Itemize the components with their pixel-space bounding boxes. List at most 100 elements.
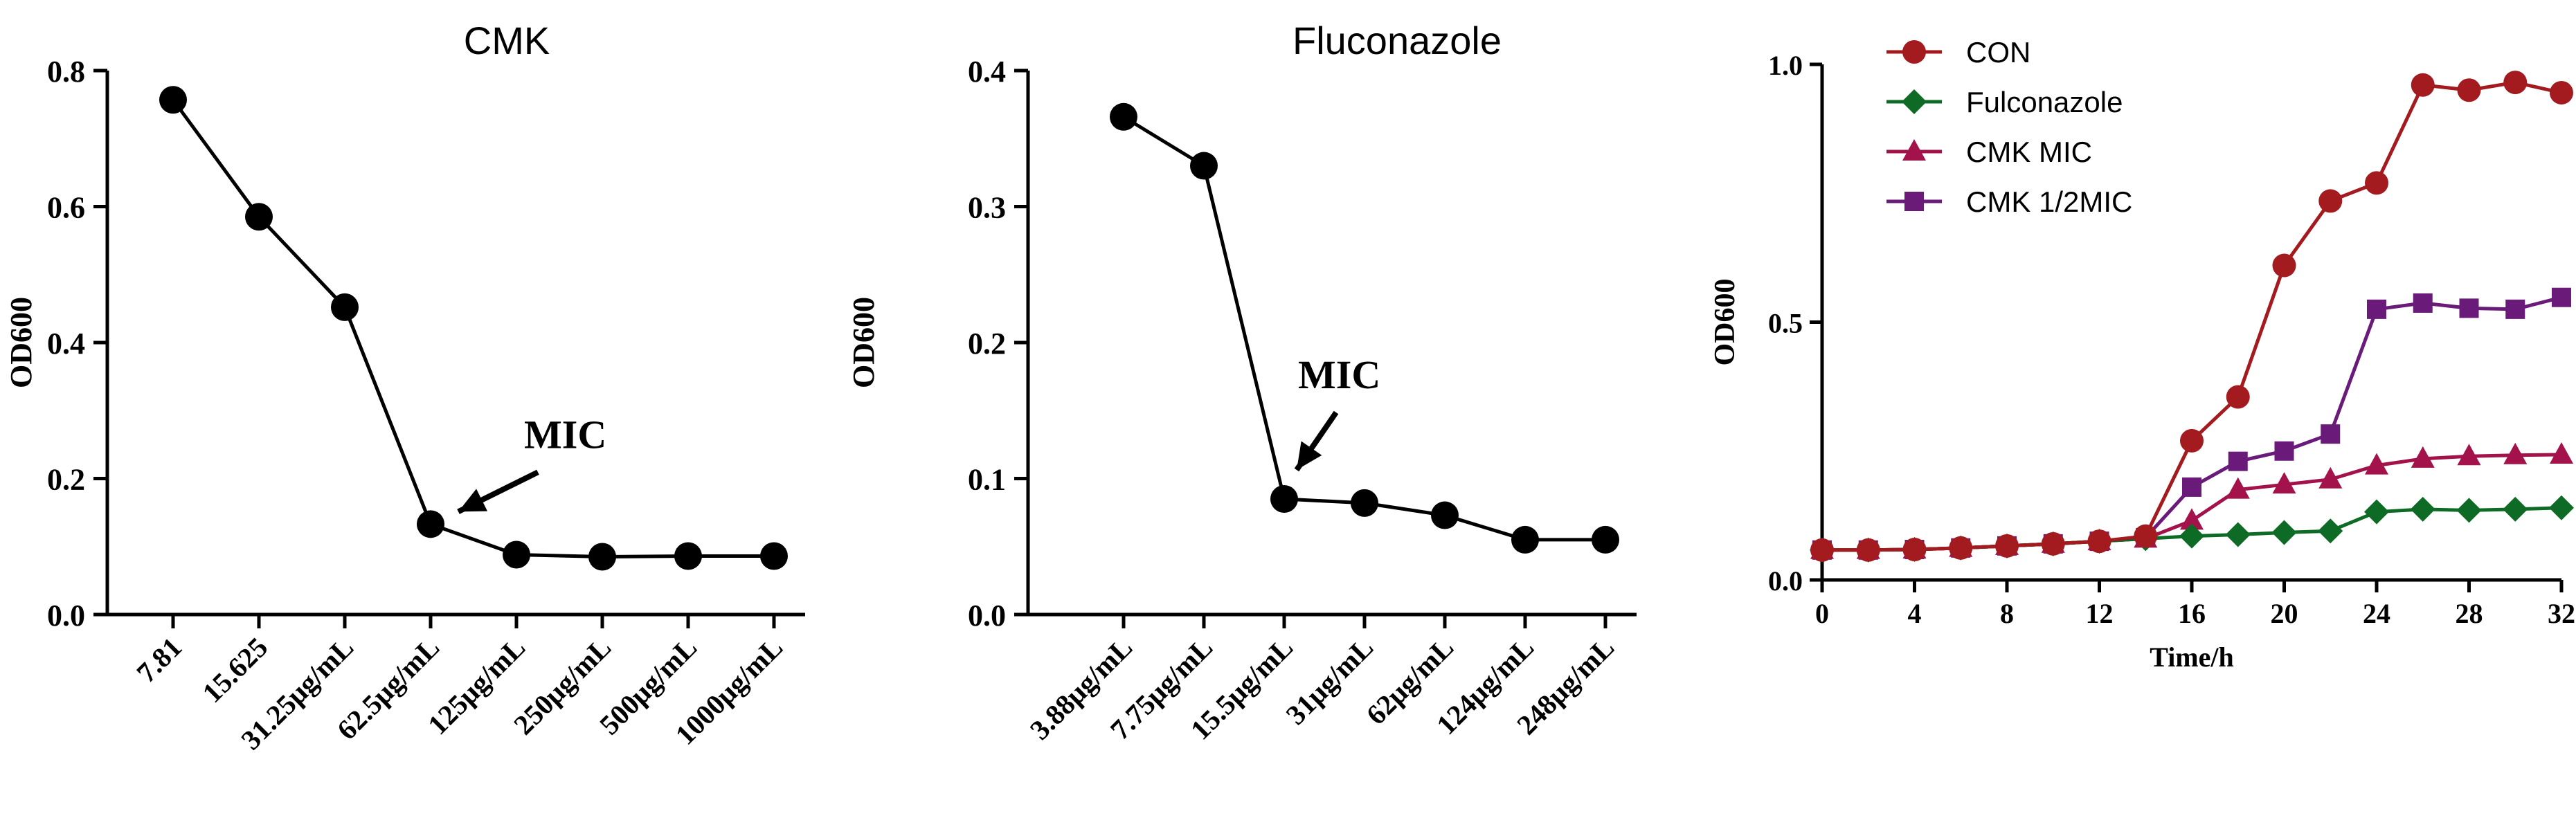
data-point [760, 542, 788, 570]
data-point [2180, 428, 2204, 453]
data-point [2550, 442, 2573, 464]
y-tick-label: 0.0 [47, 599, 85, 633]
data-point [2041, 531, 2065, 556]
legend-marker [1902, 89, 1927, 114]
data-point [2365, 171, 2388, 195]
x-tick-label: 28 [2456, 598, 2483, 629]
legend-label: CMK 1/2MIC [1966, 185, 2132, 218]
data-point [2179, 523, 2204, 549]
data-point [2411, 73, 2435, 97]
growth-curve-chart-panel: 0.0 0.5 1.0 OD600 0 4 8 12 16 20 24 28 32 Time/h CON Fu… [1709, 36, 2575, 673]
x-tick-label: 31μg/mL [1279, 631, 1379, 731]
data-point [2365, 453, 2388, 475]
data-point [2503, 442, 2528, 464]
y-tick-label: 0.0 [1768, 565, 1803, 597]
data-point [2367, 299, 2386, 319]
fluconazole-chart-panel: Fluconazole0.00.10.20.30.4OD6003.88μg/mL… [847, 19, 1637, 746]
y-tick-label: 0.6 [47, 191, 85, 225]
data-point [503, 540, 530, 569]
y-tick-label: 0.1 [968, 463, 1006, 497]
data-point [2550, 80, 2573, 104]
data-point [245, 203, 273, 231]
data-point [2503, 71, 2528, 95]
data-point [2457, 78, 2481, 102]
data-point [1592, 525, 1619, 554]
data-point [2274, 441, 2294, 461]
legend-label: Fulconazole [1966, 86, 2123, 118]
chart-title: CMK [464, 19, 550, 62]
y-axis-label: OD600 [847, 297, 881, 388]
data-point [2182, 477, 2201, 497]
data-point [2318, 518, 2343, 544]
data-point [1856, 538, 1880, 562]
data-point [1270, 484, 1298, 513]
x-axis-label: Time/h [2150, 642, 2234, 673]
data-point [1431, 501, 1459, 529]
legend-label: CMK MIC [1966, 136, 2092, 168]
x-tick-label: 4 [1908, 598, 1922, 629]
data-point [588, 543, 616, 571]
y-tick-label: 1.0 [1768, 50, 1803, 81]
data-point [2459, 298, 2479, 318]
data-point [2228, 451, 2248, 471]
y-tick-label: 0.5 [1768, 308, 1803, 339]
y-tick-label: 0.2 [47, 463, 85, 497]
mic-arrow-head [1297, 441, 1322, 470]
x-tick-label: 8 [2000, 598, 2014, 629]
data-point [2410, 496, 2435, 522]
data-point [1351, 489, 1378, 517]
x-tick-label: 7.81 [130, 631, 188, 689]
data-point [1995, 534, 2019, 558]
legend-marker [1902, 40, 1926, 64]
data-point [1190, 152, 1218, 180]
data-point [1110, 102, 1137, 131]
series-line [1122, 115, 1605, 542]
data-point [2457, 444, 2481, 466]
data-point [2134, 524, 2158, 548]
y-axis-label: OD600 [4, 297, 38, 388]
data-point [674, 542, 702, 570]
data-point [2549, 495, 2574, 520]
data-point [1810, 538, 1834, 562]
data-point [2087, 529, 2111, 554]
legend-marker [1904, 192, 1924, 211]
data-point [2411, 446, 2435, 468]
x-tick-label: 16 [2178, 598, 2206, 629]
data-point [1902, 538, 1927, 562]
data-point [2318, 189, 2343, 213]
data-point [2503, 496, 2528, 522]
x-tick-label: 12 [2086, 598, 2114, 629]
data-point [2271, 520, 2297, 545]
data-point [417, 510, 444, 538]
data-point [2456, 498, 2482, 523]
data-point [2413, 293, 2433, 313]
x-tick-label: 0 [1815, 598, 1829, 629]
y-tick-label: 0.4 [47, 327, 85, 361]
mic-annotation-label: MIC [524, 412, 606, 457]
y-tick-label: 0.0 [968, 599, 1006, 633]
y-axis-label: OD600 [1709, 279, 1741, 366]
legend-marker [1902, 139, 1926, 161]
data-point [2272, 253, 2296, 278]
chart-title: Fluconazole [1292, 19, 1502, 62]
y-tick-label: 0.3 [968, 191, 1006, 225]
data-point [2225, 522, 2251, 547]
data-point [159, 86, 187, 114]
x-tick-label: 24 [2363, 598, 2390, 629]
data-point [2180, 508, 2204, 530]
legend-label: CON [1966, 36, 2030, 69]
y-tick-label: 0.4 [968, 55, 1006, 89]
data-point [331, 293, 359, 321]
data-point [1949, 536, 1973, 560]
data-point [2226, 477, 2250, 499]
data-point [2321, 424, 2341, 444]
data-point [2505, 299, 2525, 319]
mic-arrow-head [458, 489, 488, 512]
x-tick-label: 15.625 [196, 631, 273, 709]
mic-annotation-label: MIC [1298, 352, 1380, 397]
data-point [2226, 385, 2250, 409]
y-tick-label: 0.2 [968, 327, 1006, 361]
y-tick-label: 0.8 [47, 55, 85, 89]
